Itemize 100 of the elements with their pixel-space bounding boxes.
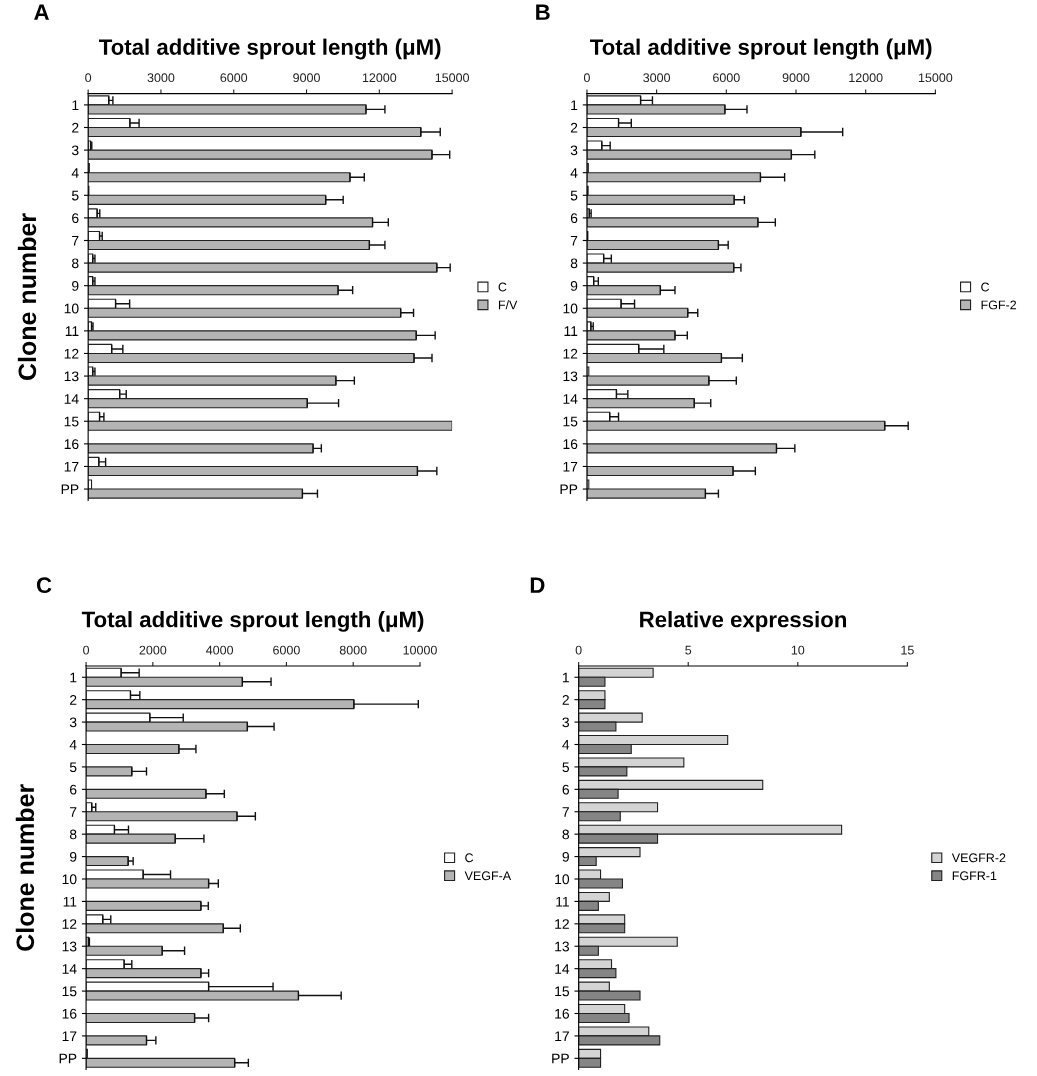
x-tick-label: 12000 [362, 73, 397, 83]
text: D [530, 577, 545, 593]
y-tick-label: 6 [72, 213, 79, 224]
y-tick-label: 11 [556, 896, 569, 907]
y-tick-label: 8 [562, 829, 570, 840]
y-tick-label: 2 [70, 695, 77, 705]
y-tick-label: 4 [570, 168, 578, 178]
y-tick-label: 1 [571, 100, 578, 110]
y-tick-label: 6 [70, 784, 77, 795]
legend-label: FGFR-1 [952, 871, 997, 881]
y-tick-label: 14 [563, 394, 578, 404]
y-tick-label: 3 [71, 145, 79, 156]
y-tick-label: 8 [72, 258, 79, 269]
y-tick-label: PP [59, 1053, 77, 1064]
y-axis-title: Clone number [15, 784, 35, 951]
legend-label: F/V [498, 300, 518, 310]
x-tick-label: 0 [575, 645, 582, 655]
y-tick-label: 7 [72, 235, 79, 246]
y-tick-label: 17 [555, 1031, 569, 1041]
y-tick-label: 12 [555, 919, 569, 929]
chart-title: Relative expression [640, 611, 847, 632]
y-tick-label: 10 [64, 303, 79, 314]
y-tick-label: 8 [570, 258, 578, 269]
y-tick-label: 6 [570, 213, 578, 224]
y-tick-label: 1 [562, 672, 569, 683]
y-tick-label: 12 [64, 348, 79, 359]
chart-title: Total additive sprout length (μM) [99, 38, 441, 60]
x-tick-label: 10 [791, 645, 805, 655]
x-tick-label: 12000 [849, 73, 883, 83]
y-tick-label: 6 [562, 784, 570, 795]
y-tick-label: 13 [62, 941, 77, 952]
y-tick-label: 10 [555, 874, 570, 885]
y-tick-label: PP [61, 484, 79, 495]
y-tick-label: 7 [570, 235, 578, 246]
x-tick-label: 3000 [147, 73, 175, 83]
x-tick-label: 9000 [782, 73, 810, 83]
y-tick-label: 11 [63, 896, 77, 907]
y-tick-label: 7 [70, 807, 77, 817]
y-tick-label: 10 [62, 874, 77, 885]
legend-label: FGF-2 [981, 300, 1017, 310]
y-tick-label: 16 [563, 439, 578, 450]
x-tick-label: 15000 [918, 73, 953, 83]
y-tick-label: 12 [563, 348, 578, 359]
y-tick-label: 17 [62, 1031, 77, 1041]
text: B [536, 4, 550, 20]
legend-label: C [981, 282, 990, 292]
legend-label: VEGF-A [464, 871, 512, 881]
y-tick-label: 4 [69, 739, 77, 750]
y-tick-label: 15 [563, 416, 578, 427]
x-tick-label: 8000 [339, 645, 367, 655]
y-tick-label: 16 [555, 1008, 570, 1019]
chart-title: Total additive sprout length (μM) [590, 38, 932, 60]
y-tick-label: 9 [562, 851, 569, 862]
chart-title: Total additive sprout length (μM) [81, 611, 424, 632]
y-tick-label: 5 [71, 190, 79, 201]
y-tick-label: 17 [563, 461, 578, 472]
y-tick-label: 14 [64, 394, 79, 404]
y-tick-label: 2 [562, 695, 569, 705]
y-tick-label: 14 [555, 964, 570, 974]
y-tick-label: 13 [563, 371, 578, 382]
legend-label: C [498, 282, 507, 292]
y-tick-label: 8 [69, 829, 77, 840]
text: A [34, 4, 50, 20]
y-tick-label: 15 [555, 986, 570, 997]
y-tick-label: 7 [562, 807, 569, 817]
x-tick-label: 0 [85, 73, 92, 83]
legend-label: C [465, 853, 474, 863]
x-tick-label: 6000 [713, 73, 740, 83]
x-tick-label: 10000 [403, 645, 437, 655]
y-tick-label: 15 [64, 416, 79, 427]
y-tick-label: PP [560, 484, 578, 495]
y-tick-label: 10 [563, 303, 578, 314]
y-tick-label: 5 [570, 190, 578, 201]
x-tick-label: 6000 [220, 73, 248, 83]
x-tick-label: 6000 [273, 645, 300, 655]
y-tick-label: PP [552, 1053, 569, 1064]
y-tick-label: 3 [69, 717, 77, 728]
x-tick-label: 0 [583, 73, 590, 83]
x-tick-label: 15 [901, 645, 914, 655]
x-tick-label: 4000 [206, 645, 234, 655]
x-tick-label: 15000 [435, 73, 470, 83]
y-tick-label: 2 [570, 122, 578, 133]
x-tick-label: 5 [685, 645, 692, 655]
y-tick-label: 15 [62, 986, 77, 997]
y-tick-label: 2 [72, 122, 79, 133]
x-tick-label: 0 [83, 645, 90, 655]
y-tick-label: 1 [70, 672, 77, 683]
y-tick-label: 13 [555, 941, 570, 952]
y-tick-label: 3 [562, 717, 570, 728]
y-tick-label: 16 [62, 1008, 77, 1019]
y-tick-label: 11 [564, 326, 578, 336]
y-tick-label: 5 [69, 762, 77, 773]
x-tick-label: 2000 [139, 645, 167, 655]
legend-label: VEGFR-2 [951, 853, 1006, 863]
y-axis-title: Clone number [17, 213, 37, 380]
y-tick-label: 13 [64, 371, 79, 382]
x-tick-label: 9000 [293, 73, 320, 83]
y-tick-label: 12 [62, 919, 77, 929]
y-tick-label: 5 [562, 762, 570, 773]
y-tick-label: 9 [72, 281, 79, 291]
